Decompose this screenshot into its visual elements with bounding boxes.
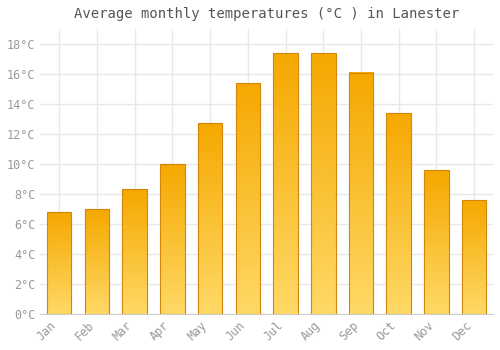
Bar — [348, 72, 374, 314]
Bar — [160, 164, 184, 314]
Bar — [47, 212, 72, 314]
Bar — [236, 83, 260, 314]
Bar — [274, 53, 298, 314]
Bar — [424, 170, 448, 314]
Bar — [122, 189, 147, 314]
Bar — [462, 200, 486, 314]
Bar — [198, 124, 222, 314]
Title: Average monthly temperatures (°C ) in Lanester: Average monthly temperatures (°C ) in La… — [74, 7, 460, 21]
Bar — [311, 53, 336, 314]
Bar — [386, 113, 411, 314]
Bar — [84, 209, 109, 314]
